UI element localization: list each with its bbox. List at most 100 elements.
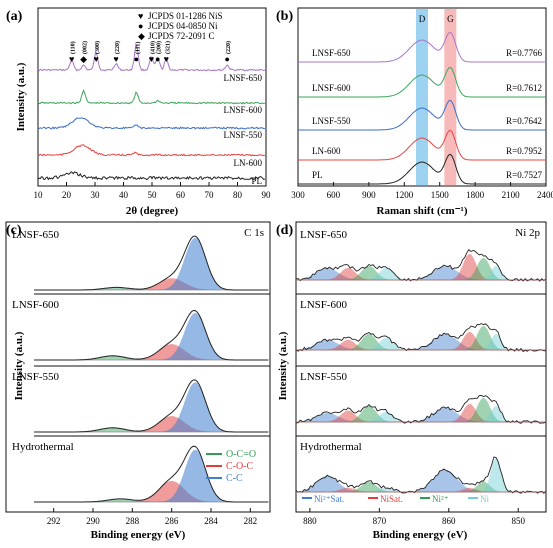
panel-d-title: Ni 2p <box>515 227 540 239</box>
panel-d-letter: (d) <box>276 223 293 238</box>
panel-a-xtick-label: 70 <box>205 190 215 200</box>
panel-b-ratio-label: R=0.7612 <box>506 83 542 93</box>
panel-c-peak-coc <box>34 416 270 433</box>
panel-a-peak-index: (410) <box>149 41 156 54</box>
panel-c-subplot-label: LNSF-550 <box>12 371 60 383</box>
panel-c-legend: O-C=OC-O-CC-C <box>206 449 256 484</box>
panel-b-xtick-label: 600 <box>327 190 341 200</box>
panel-c-envelope <box>34 309 268 361</box>
panel-b-ratio-label: R=0.7952 <box>506 146 542 156</box>
panel-b-xtick-label: 1200 <box>395 190 414 200</box>
panel-a-series-line <box>37 144 265 157</box>
panel-d-envelope <box>295 456 547 494</box>
panel-c-legend-entry: C-C <box>226 473 243 484</box>
panel-b-series-line <box>298 153 546 185</box>
panel-c-xlabel: Binding energy (eV) <box>91 529 186 541</box>
panel-a-peak-index: (220) <box>225 41 232 54</box>
panel-d-xtick-label: 880 <box>303 516 317 526</box>
panel-b-xtick-label: 2100 <box>502 190 521 200</box>
panel-c-peak-coc <box>34 278 270 291</box>
panel-c-peak-coc <box>34 344 270 361</box>
panel-b-series-line <box>298 99 546 131</box>
panel-a-series-label: LN-600 <box>234 158 263 168</box>
panel-a-xtick-label: 80 <box>233 190 243 200</box>
panel-a-peak-marker: ♥ <box>69 54 74 64</box>
panel-b-ratio-label: R=0.7642 <box>506 116 542 126</box>
panel-d-subplot-label: LNSF-550 <box>300 371 348 383</box>
panel-b-xtick-label: 1800 <box>466 190 485 200</box>
panel-a-xtick-label: 20 <box>62 190 72 200</box>
panel-a-series-line <box>37 43 266 72</box>
panel-c-envelope <box>34 445 268 503</box>
panel-b-series-line <box>298 129 546 161</box>
panel-b-series-label: LNSF-550 <box>312 116 351 126</box>
panel-a-peak-index: (110) <box>70 41 77 54</box>
panel-a-peak-marker: ♥ <box>164 54 169 64</box>
panel-a-peak-marker: ◆ <box>80 54 87 64</box>
panel-c: (c) Binding energy (eV) Intensity (a.u.)… <box>5 221 271 541</box>
panel-d-legend-entry: Ni <box>480 494 489 504</box>
panel-a-series-label: LNSF-650 <box>223 73 262 83</box>
panel-a-xtick-label: 90 <box>262 190 272 200</box>
panel-c-xtick-label: 288 <box>126 516 140 526</box>
panel-d-xticks: 880 870 860 850 Ni 2p <box>303 227 540 526</box>
panel-a-peak-index: (111) <box>134 42 141 54</box>
panel-b-band-D <box>416 9 428 185</box>
panel-d-subplot-label: Hydrothermal <box>300 441 362 453</box>
panel-a-peak-marker: ♥ <box>113 54 118 64</box>
panel-b-series-line <box>298 31 546 63</box>
panel-a-peak-index: (002) <box>82 41 89 54</box>
panel-a-series-line <box>37 171 265 181</box>
panel-a-xtick-label: 10 <box>34 190 44 200</box>
panel-c-peak-coc <box>34 480 270 503</box>
panel-c-xticks: 292 290 288 286 284 282 C 1s <box>47 227 264 526</box>
panel-c-frame <box>5 221 271 513</box>
panel-a-peak-marker: ● <box>225 54 230 64</box>
panel-b-xtick-label: 2400 <box>537 190 553 200</box>
panel-c-xtick-label: 284 <box>204 516 218 526</box>
panel-a-xtick-label: 30 <box>91 190 101 200</box>
panel-c-envelope <box>34 379 268 433</box>
panel-a-letter: (a) <box>6 9 23 24</box>
panel-a-series: LNSF-650 LNSF-600 LNSF-550 LN-600 PL <box>37 43 266 186</box>
panel-a-peak-marker: ♥ <box>93 54 98 64</box>
panel-a-peak-labels: ♥(110)◆(002)♥(300)♥(220)●(111)♥(410)●(20… <box>69 41 232 64</box>
panel-a-xticks: 10 20 30 40 50 60 70 80 90 <box>34 182 272 200</box>
panel-b-xlabel: Raman shift (cm⁻¹) <box>377 205 468 217</box>
panel-c-xtick-label: 292 <box>47 516 61 526</box>
panel-d-subplot-label: LNSF-650 <box>300 229 348 241</box>
panel-a-xtick-label: 50 <box>148 190 158 200</box>
panel-b-band-label: D <box>419 14 426 24</box>
panel-d: (d) Binding energy (eV) Intensity (a.u.)… <box>276 221 547 541</box>
panel-b-series-label: PL <box>312 170 323 180</box>
panel-a-series-line <box>37 89 266 105</box>
panel-a-xlabel: 2θ (degree) <box>126 205 179 217</box>
panel-c-legend-entry: C-O-C <box>226 461 254 472</box>
panel-c-letter: (c) <box>6 223 22 238</box>
panel-d-xtick-label: 870 <box>373 516 387 526</box>
panel-d-frame <box>295 221 547 513</box>
panel-b-band-G <box>444 9 457 185</box>
panel-c-subplot-label: Hydrothermal <box>12 441 74 453</box>
panel-d-legend-entry: Ni²⁺ <box>432 494 449 504</box>
panel-a-legend-marker: ● <box>138 21 143 31</box>
panel-a-legend-entry: JCPDS 01-1286 NiS <box>148 11 223 21</box>
panel-a: (a) 2θ (degree) Intensity (a.u.) 10 20 30 4… <box>6 7 272 217</box>
panel-d-subplot-label: LNSF-600 <box>300 299 348 311</box>
panel-c-peak-cc <box>34 312 270 361</box>
panel-b-xtick-label: 300 <box>291 190 305 200</box>
panel-a-legend-marker: ◆ <box>138 31 145 41</box>
panel-a-ylabel: Intensity (a.u.) <box>15 62 27 131</box>
panel-c-subplot-label: LNSF-650 <box>12 229 60 241</box>
panel-b-series-label: LNSF-650 <box>312 48 351 58</box>
panel-a-peak-marker: ● <box>155 54 160 64</box>
panel-d-ylabel: Intensity (a.u.) <box>277 331 289 400</box>
panel-a-xtick-label: 40 <box>119 190 129 200</box>
panel-b-series-line <box>298 66 546 98</box>
panel-b-ratio-label: R=0.7766 <box>506 48 542 58</box>
panel-b-xtick-label: 900 <box>362 190 376 200</box>
panel-d-xlabel: Binding energy (eV) <box>373 529 468 541</box>
